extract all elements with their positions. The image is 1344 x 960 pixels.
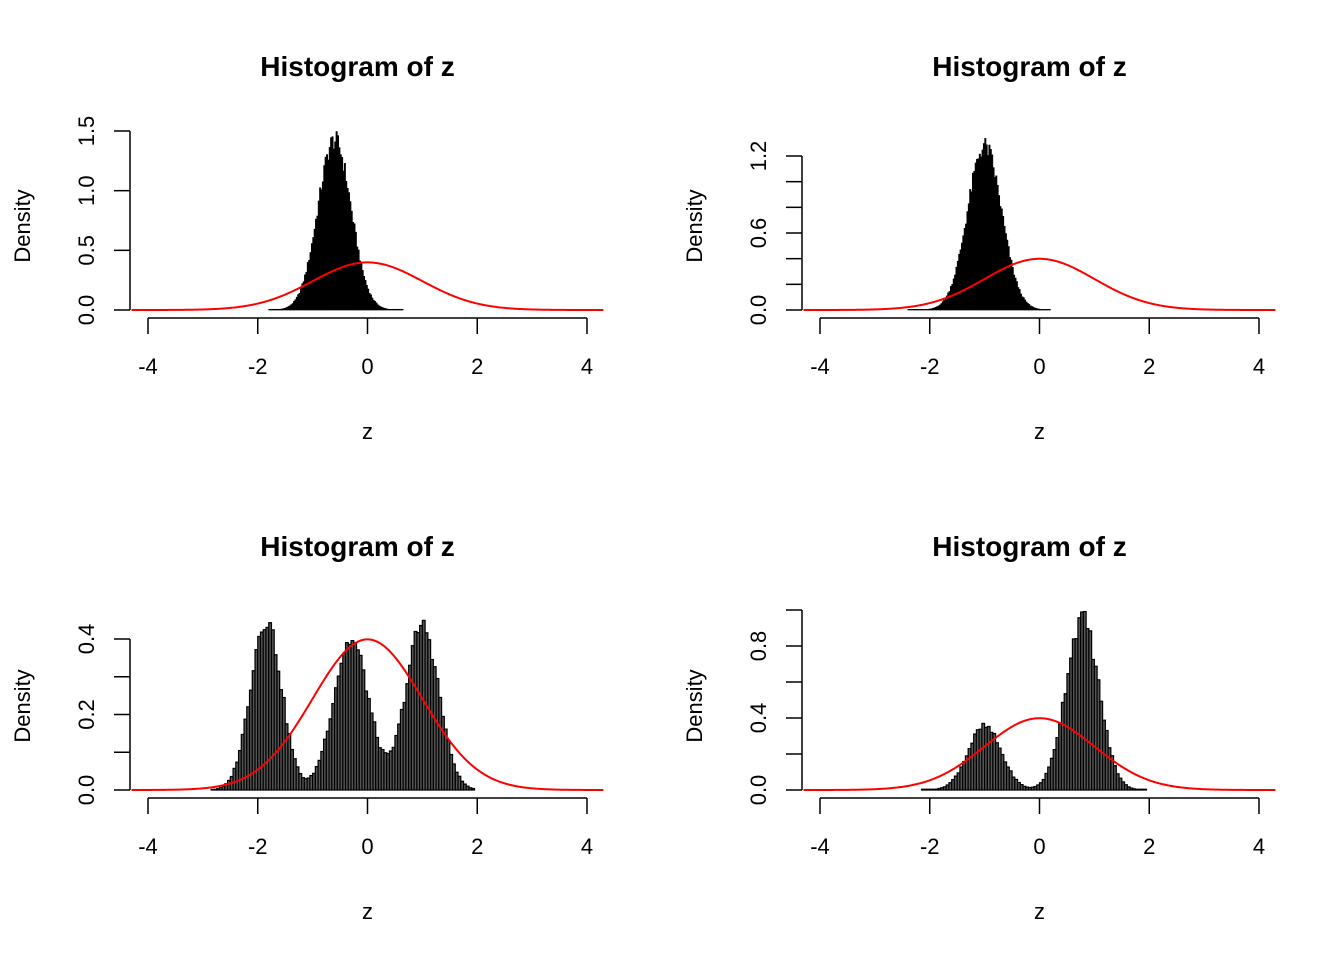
histogram-bar	[401, 308, 404, 311]
x-tick-label: -2	[248, 834, 268, 859]
x-tick-label: -2	[920, 834, 940, 859]
chart-title: Histogram of z	[260, 51, 454, 82]
x-tick-label: 2	[471, 354, 483, 379]
x-axis-label: z	[1034, 419, 1045, 444]
y-axis: 0.0 0.4 0.8 Density	[682, 609, 803, 806]
normal-density-curve	[803, 717, 1276, 791]
x-tick-label: -2	[920, 354, 940, 379]
x-axis: -4 -2 0 2 4 z	[138, 797, 593, 924]
chart-panel-top-left: Histogram of z -4 -2 0 2 4 z 0.0 0.5 1.0 1.5 Densit…	[10, 51, 604, 444]
y-axis-label: Density	[682, 669, 707, 742]
x-tick-label: 0	[1033, 834, 1045, 859]
chart-panel-bottom-right: Histogram of z -4 -2 0 2 4 z 0.0 0.4 0.8 Density	[682, 531, 1276, 924]
x-tick-label: -4	[810, 354, 830, 379]
y-tick-label: 0.4	[74, 624, 99, 655]
y-tick-label: 1.5	[74, 116, 99, 147]
normal-density-curve	[803, 257, 1276, 311]
y-axis: 0.0 0.2 0.4 Density	[10, 624, 131, 806]
y-tick-label: 1.2	[746, 141, 771, 172]
y-tick-label: 0.0	[74, 775, 99, 806]
x-tick-label: 0	[361, 354, 373, 379]
x-axis: -4 -2 0 2 4 z	[138, 317, 593, 444]
y-tick-label: 0.4	[746, 703, 771, 734]
normal-density-curve	[131, 638, 604, 791]
x-tick-label: 0	[361, 834, 373, 859]
y-axis: 0.0 0.6 1.2 Density	[682, 141, 803, 326]
x-tick-label: -2	[248, 354, 268, 379]
x-tick-label: 0	[1033, 354, 1045, 379]
x-axis-label: z	[1034, 899, 1045, 924]
x-tick-label: 4	[1253, 354, 1265, 379]
y-tick-label: 0.0	[74, 295, 99, 326]
y-axis: 0.0 0.5 1.0 1.5 Density	[10, 116, 131, 326]
x-tick-label: -4	[138, 354, 158, 379]
histogram-bars	[268, 131, 404, 311]
y-axis-label: Density	[682, 189, 707, 262]
y-tick-label: 0.6	[746, 218, 771, 249]
y-tick-label: 0.5	[74, 235, 99, 266]
x-tick-label: 2	[471, 834, 483, 859]
x-tick-label: -4	[810, 834, 830, 859]
y-axis-label: Density	[10, 189, 35, 262]
y-tick-label: 0.2	[74, 699, 99, 730]
x-axis: -4 -2 0 2 4 z	[810, 797, 1265, 924]
x-tick-label: 4	[581, 834, 593, 859]
y-tick-label: 1.0	[74, 175, 99, 206]
chart-title: Histogram of z	[932, 51, 1126, 82]
x-tick-label: -4	[138, 834, 158, 859]
y-tick-label: 0.8	[746, 631, 771, 662]
x-tick-label: 4	[581, 354, 593, 379]
histogram-bars	[907, 138, 1051, 311]
x-axis-label: z	[362, 419, 373, 444]
x-axis-label: z	[362, 899, 373, 924]
chart-panel-bottom-left: Histogram of z -4 -2 0 2 4 z 0.0 0.2 0.4 Density	[10, 531, 604, 924]
chart-title: Histogram of z	[932, 531, 1126, 562]
y-tick-label: 0.0	[746, 775, 771, 806]
x-tick-label: 2	[1143, 354, 1155, 379]
x-tick-label: 2	[1143, 834, 1155, 859]
histogram-bar	[1143, 788, 1148, 791]
x-tick-label: 4	[1253, 834, 1265, 859]
y-axis-label: Density	[10, 669, 35, 742]
x-axis: -4 -2 0 2 4 z	[810, 317, 1265, 444]
histogram-bars	[920, 610, 1148, 791]
histogram-bar	[1048, 309, 1051, 311]
chart-panel-top-right: Histogram of z -4 -2 0 2 4 z 0.0 0.6 1.2 Density	[682, 51, 1276, 444]
histogram-bars	[210, 619, 476, 791]
chart-title: Histogram of z	[260, 531, 454, 562]
normal-density-curve	[131, 261, 604, 311]
histogram-bar	[471, 787, 476, 791]
y-tick-label: 0.0	[746, 295, 771, 326]
